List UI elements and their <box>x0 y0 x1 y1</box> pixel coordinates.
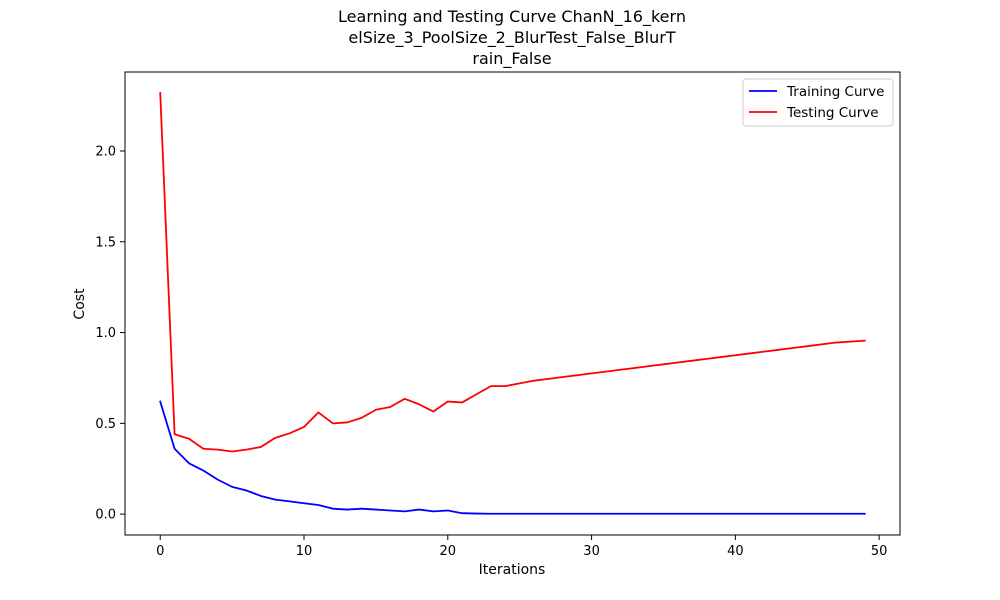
chart-title-line-1: Learning and Testing Curve ChanN_16_kern <box>338 7 686 27</box>
legend-box <box>742 78 894 127</box>
axes-frame <box>124 71 901 536</box>
legend-label-2: Testing Curve <box>786 105 879 121</box>
y-tick-label: 2.0 <box>95 144 116 159</box>
x-tick-label: 30 <box>583 544 600 559</box>
chart-title: Learning and Testing Curve ChanN_16_kern… <box>338 7 686 69</box>
y-tick-label: 1.0 <box>95 326 116 341</box>
x-axis-label: Iterations <box>479 562 546 578</box>
x-tick-label: 10 <box>296 544 313 559</box>
x-tick-label: 20 <box>440 544 457 559</box>
y-axis-label: Cost <box>72 288 88 320</box>
y-tick-label: 1.5 <box>95 235 116 250</box>
chart-title-line-3: rain_False <box>472 49 551 69</box>
legend: Training Curve Testing Curve <box>742 78 894 127</box>
x-tick-label: 50 <box>871 544 888 559</box>
chart-title-line-2: elSize_3_PoolSize_2_BlurTest_False_BlurT <box>348 28 675 48</box>
y-tick-label: 0.0 <box>95 508 116 523</box>
x-tick-label: 40 <box>727 544 744 559</box>
series-line-2 <box>159 91 866 453</box>
plot-area: 0 10 20 30 40 50 0.0 0.5 1.0 1.5 2.0 <box>95 71 901 559</box>
y-tick-label: 0.5 <box>95 417 116 432</box>
series-line-1 <box>159 400 866 515</box>
x-tick-label: 0 <box>156 544 164 559</box>
legend-label-1: Training Curve <box>786 84 884 100</box>
